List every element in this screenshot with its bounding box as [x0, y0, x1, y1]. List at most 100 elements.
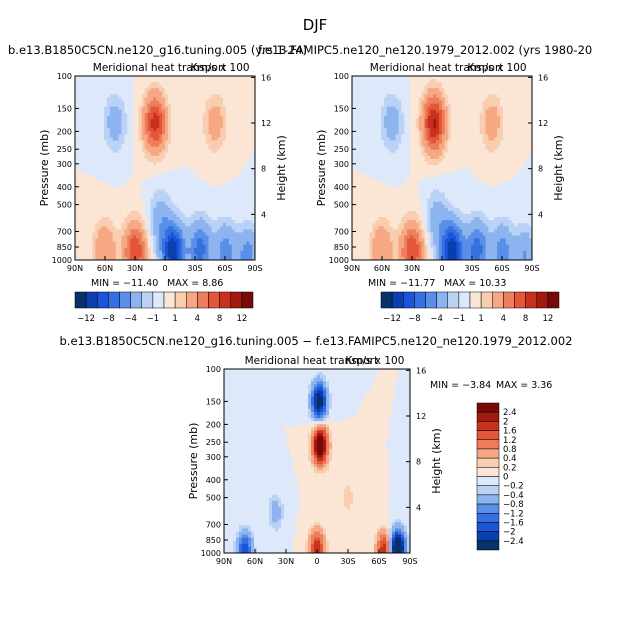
heatmap-cell [396, 251, 399, 254]
heatmap-cell [104, 131, 107, 134]
heatmap-cell [174, 248, 177, 251]
heatmap-cell [78, 101, 81, 104]
heatmap-cell [124, 186, 127, 189]
heatmap-cell [375, 180, 378, 183]
heatmap-cell [116, 147, 119, 150]
heatmap-cell [246, 147, 249, 150]
heatmap-cell [159, 113, 162, 116]
heatmap-cell [142, 251, 145, 254]
heatmap-cell [148, 251, 151, 254]
heatmap-cell [372, 94, 375, 97]
heatmap-cell [238, 82, 241, 85]
heatmap-cell [361, 140, 364, 143]
heatmap-cell [116, 171, 119, 174]
heatmap-cell [229, 220, 232, 223]
heatmap-cell [90, 101, 93, 104]
heatmap-cell [396, 189, 399, 192]
heatmap-cell [206, 131, 209, 134]
heatmap-cell [367, 113, 370, 116]
heatmap-cell [113, 150, 116, 153]
heatmap-cell [113, 245, 116, 248]
x-tick-label: 30S [187, 264, 202, 273]
heatmap-cell [101, 79, 104, 82]
heatmap-cell [168, 251, 171, 254]
heatmap-cell [153, 193, 156, 196]
heatmap-cell [390, 107, 393, 110]
heatmap-cell [148, 119, 151, 122]
heatmap-cell [92, 116, 95, 119]
heatmap-cell [84, 88, 87, 91]
heatmap-cell [124, 229, 127, 232]
heatmap-cell [390, 245, 393, 248]
heatmap-cell [171, 137, 174, 140]
x-tick-label: 0 [162, 264, 167, 273]
heatmap-cell [127, 174, 130, 177]
heatmap-cell [398, 251, 401, 254]
heatmap-cell [110, 235, 113, 238]
heatmap-cell [384, 156, 387, 159]
heatmap-cell [188, 137, 191, 140]
heatmap-cell [200, 214, 203, 217]
heatmap-cell [372, 165, 375, 168]
heatmap-cell [136, 165, 139, 168]
heatmap-cell [235, 168, 238, 171]
heatmap-cell [171, 156, 174, 159]
heatmap-cell [223, 248, 226, 251]
heatmap-cell [378, 159, 381, 162]
heatmap-cell [369, 214, 372, 217]
heatmap-cell [84, 220, 87, 223]
heatmap-cell [407, 174, 410, 177]
heatmap-cell [119, 186, 122, 189]
heatmap-cell [162, 165, 165, 168]
heatmap-cell [367, 171, 370, 174]
heatmap-cell [246, 125, 249, 128]
heatmap-cell [358, 140, 361, 143]
heatmap-cell [367, 131, 370, 134]
heatmap-cell [358, 147, 361, 150]
heatmap-cell [124, 116, 127, 119]
heatmap-cell [87, 199, 90, 202]
heatmap-cell [171, 254, 174, 257]
heatmap-cell [177, 168, 180, 171]
heatmap-cell [191, 122, 194, 125]
heatmap-cell [162, 248, 165, 251]
heatmap-cell [390, 183, 393, 186]
heatmap-cell [145, 85, 148, 88]
heatmap-cell [101, 76, 104, 79]
heatmap-cell [113, 110, 116, 113]
heatmap-cell [398, 189, 401, 192]
heatmap-cell [229, 159, 232, 162]
heatmap-cell [238, 235, 241, 238]
colorbar-swatch [175, 292, 186, 308]
heatmap-cell [369, 186, 372, 189]
heatmap-cell [119, 116, 122, 119]
heatmap-cell [381, 143, 384, 146]
heatmap-cell [206, 226, 209, 229]
heatmap-cell [119, 165, 122, 168]
heatmap-cell [209, 159, 212, 162]
heatmap-cell [148, 171, 151, 174]
heatmap-cell [232, 128, 235, 131]
heatmap-cell [182, 202, 185, 205]
heatmap-cell [390, 153, 393, 156]
heatmap-cell [133, 97, 136, 100]
heatmap-cell [110, 156, 113, 159]
heatmap-cell [235, 199, 238, 202]
heatmap-cell [214, 193, 217, 196]
heatmap-cell [238, 165, 241, 168]
heatmap-cell [150, 168, 153, 171]
heatmap-cell [197, 156, 200, 159]
heatmap-cell [240, 94, 243, 97]
heatmap-cell [232, 131, 235, 134]
heatmap-cell [142, 196, 145, 199]
heatmap-cell [95, 165, 98, 168]
heatmap-cell [361, 186, 364, 189]
heatmap-cell [246, 205, 249, 208]
heatmap-cell [404, 168, 407, 171]
heatmap-cell [110, 254, 113, 257]
heatmap-cell [214, 122, 217, 125]
heatmap-cell [358, 186, 361, 189]
heatmap-cell [168, 223, 171, 226]
heatmap-cell [87, 110, 90, 113]
heatmap-cell [133, 156, 136, 159]
